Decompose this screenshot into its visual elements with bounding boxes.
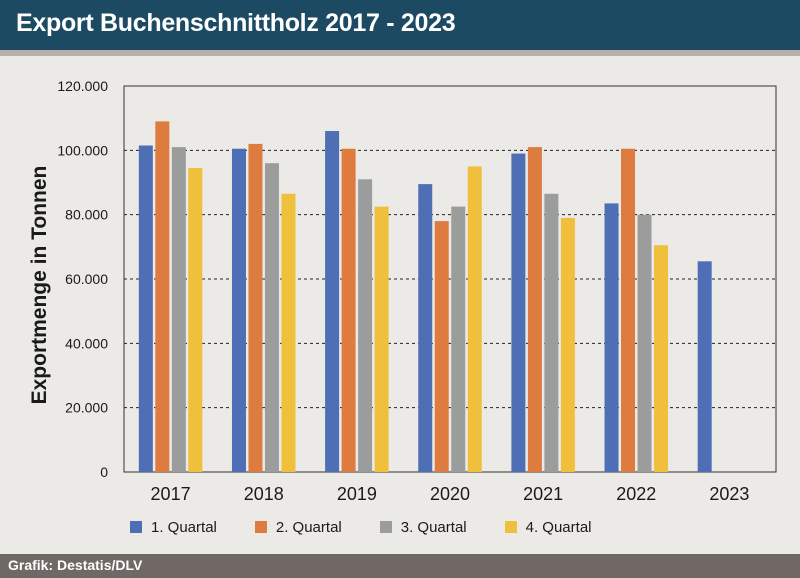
y-tick-label: 120.000	[57, 78, 108, 94]
bar-2018-q1	[231, 148, 246, 472]
gridlines	[124, 149, 776, 409]
x-tick-label: 2018	[244, 484, 284, 504]
legend-label-q2: 2. Quartal	[275, 518, 342, 536]
header-bar: Export Buchenschnittholz 2017 - 2023	[0, 0, 800, 50]
y-tick-label: 0	[100, 464, 108, 480]
bar-2020-q1	[418, 184, 433, 472]
bar-2021-q4	[560, 217, 575, 472]
bar-2021-q2	[527, 147, 542, 472]
y-tick-label: 40.000	[65, 335, 108, 351]
bar-2019-q1	[325, 131, 340, 473]
plot-frame	[123, 85, 777, 473]
legend-swatch-q3	[379, 521, 392, 533]
legend-swatch-q4	[504, 521, 517, 533]
bar-2019-q3	[358, 179, 373, 473]
legend-item-q2: 2. Quartal	[254, 518, 342, 536]
legend-label-q4: 4. Quartal	[525, 518, 592, 536]
legend: 1. Quartal 2. Quartal 3. Quartal 4. Quar…	[130, 516, 630, 538]
source-credit: Grafik: Destatis/DLV	[8, 557, 143, 573]
bar-2019-q2	[341, 148, 356, 472]
x-tick-label: 2019	[337, 484, 377, 504]
bar-2023-q1	[697, 261, 712, 472]
x-tick-label: 2020	[430, 484, 470, 504]
y-tick-label: 60.000	[65, 271, 108, 287]
footer-bar: Grafik: Destatis/DLV	[0, 554, 800, 578]
chart-title: Export Buchenschnittholz 2017 - 2023	[16, 9, 456, 37]
bar-2022-q1	[604, 203, 619, 473]
legend-item-q3: 3. Quartal	[379, 518, 467, 536]
y-tick-labels: 0 20.000 40.000 60.000 80.000 100.000 120.000	[57, 78, 108, 480]
x-tick-label: 2023	[709, 484, 749, 504]
bar-2017-q2	[155, 121, 170, 472]
bar-2021-q1	[511, 153, 526, 473]
y-tick-label: 80.000	[65, 207, 108, 223]
x-tick-label: 2021	[523, 484, 563, 504]
bar-2022-q2	[621, 148, 636, 472]
y-tick-label: 100.000	[57, 142, 108, 158]
legend-swatch-q2	[254, 521, 267, 533]
bar-2019-q4	[374, 206, 389, 472]
bar-2020-q3	[451, 206, 466, 472]
x-tick-label: 2017	[151, 484, 191, 504]
header-divider	[0, 50, 800, 56]
bar-2022-q4	[654, 245, 669, 472]
bar-2020-q2	[434, 221, 449, 472]
bar-2022-q3	[637, 214, 652, 472]
chart-area: 0 20.000 40.000 60.000 80.000 100.000 120.000 …	[0, 56, 800, 546]
legend-label-q3: 3. Quartal	[400, 518, 467, 536]
bar-2017-q3	[171, 147, 186, 472]
bars	[138, 121, 712, 473]
bar-2017-q4	[188, 168, 203, 472]
legend-label-q1: 1. Quartal	[151, 518, 217, 536]
bar-2018-q2	[248, 143, 263, 472]
x-tick-labels: 2017 2018 2019 2020 2021 2022 2023	[151, 484, 750, 504]
y-axis-label: Exportmenge in Tonnen	[28, 165, 51, 405]
bar-2020-q4	[467, 166, 482, 472]
bar-2017-q1	[138, 145, 153, 472]
bar-2021-q3	[544, 193, 559, 472]
bar-2018-q4	[281, 193, 296, 472]
legend-swatch-q1	[130, 521, 142, 533]
bar-2018-q3	[264, 163, 279, 472]
bar-chart: 020.00040.00060.00080.000100.000120.000 …	[57, 78, 777, 504]
y-tick-label: 20.000	[65, 400, 108, 416]
x-tick-label: 2022	[616, 484, 656, 504]
legend-item-q1: 1. Quartal	[130, 519, 217, 536]
legend-item-q4: 4. Quartal	[504, 518, 592, 536]
